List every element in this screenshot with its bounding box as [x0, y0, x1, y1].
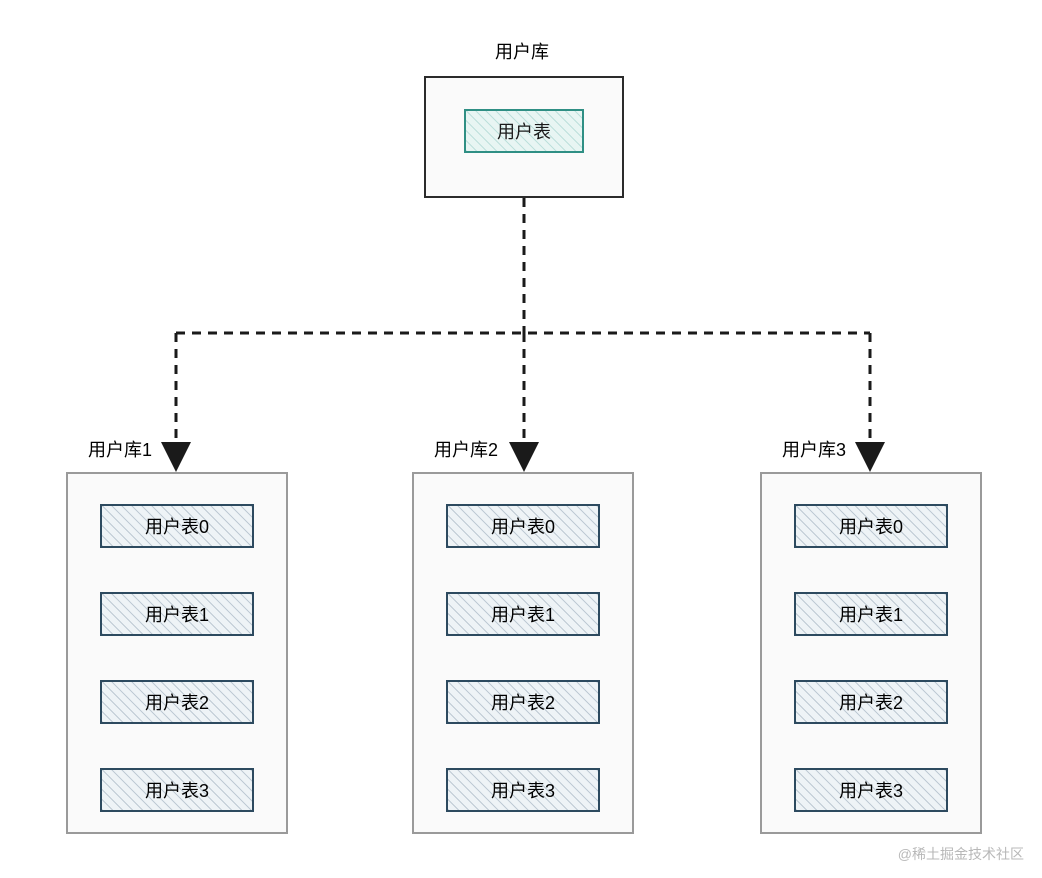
watermark-text: @稀土掘金技术社区: [898, 844, 1024, 864]
child-3-table-2: 用户表2: [794, 680, 948, 724]
child-1-table-1: 用户表1: [100, 592, 254, 636]
child-db-title-1: 用户库1: [88, 436, 152, 462]
child-1-table-3: 用户表3: [100, 768, 254, 812]
child-3-table-0: 用户表0: [794, 504, 948, 548]
child-2-table-0: 用户表0: [446, 504, 600, 548]
child-1-table-2: 用户表2: [100, 680, 254, 724]
root-table-label: 用户表: [497, 118, 551, 144]
child-2-table-2: 用户表2: [446, 680, 600, 724]
table-label: 用户表2: [839, 689, 903, 715]
child-2-table-1: 用户表1: [446, 592, 600, 636]
root-db-title: 用户库: [495, 38, 549, 64]
table-label: 用户表1: [145, 601, 209, 627]
child-db-title-3: 用户库3: [782, 436, 846, 462]
child-3-table-3: 用户表3: [794, 768, 948, 812]
child-3-table-1: 用户表1: [794, 592, 948, 636]
table-label: 用户表0: [491, 513, 555, 539]
table-label: 用户表3: [491, 777, 555, 803]
table-label: 用户表1: [491, 601, 555, 627]
table-label: 用户表0: [145, 513, 209, 539]
table-label: 用户表2: [145, 689, 209, 715]
table-label: 用户表2: [491, 689, 555, 715]
child-db-title-2: 用户库2: [434, 436, 498, 462]
table-label: 用户表3: [145, 777, 209, 803]
table-label: 用户表0: [839, 513, 903, 539]
child-2-table-3: 用户表3: [446, 768, 600, 812]
root-table: 用户表: [464, 109, 584, 153]
table-label: 用户表1: [839, 601, 903, 627]
child-1-table-0: 用户表0: [100, 504, 254, 548]
table-label: 用户表3: [839, 777, 903, 803]
